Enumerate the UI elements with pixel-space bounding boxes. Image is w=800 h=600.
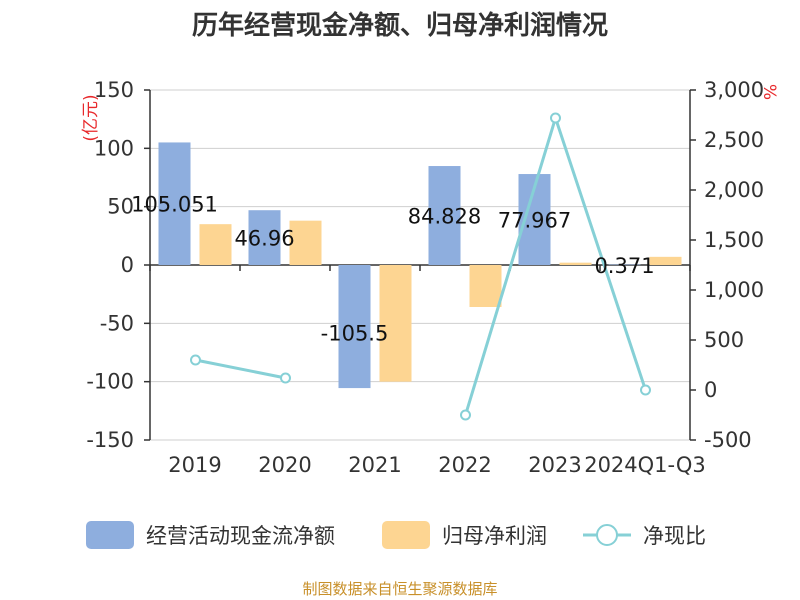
legend: 经营活动现金流净额 归母净利润 净现比 — [86, 521, 706, 549]
y-left-tick-label: 150 — [94, 78, 134, 102]
data-label: 0.371 — [594, 254, 654, 278]
x-tick-label: 2022 — [438, 453, 491, 477]
chart-title: 历年经营现金净额、归母净利润情况 — [192, 10, 608, 41]
source-note: 制图数据来自恒生聚源数据库 — [302, 580, 497, 598]
netprofit-bar — [289, 220, 322, 265]
y-left-tick-label: 0 — [121, 253, 134, 277]
cashflow-bar — [248, 210, 281, 265]
ratio-point — [640, 384, 651, 396]
legend-label-netprofit: 归母净利润 — [442, 524, 547, 548]
y-right-tick-label: 0 — [704, 378, 717, 402]
legend-label-ratio: 净现比 — [643, 524, 706, 548]
legend-label-cashflow: 经营活动现金流净额 — [146, 524, 335, 548]
y-right-tick-label: 1,500 — [704, 228, 764, 252]
axes: 150100500-50-100-1503,0002,5002,0001,500… — [86, 78, 764, 477]
ratio-point — [280, 372, 291, 384]
ratio-point — [460, 409, 471, 421]
y-right-tick-label: 2,000 — [704, 178, 764, 202]
cashflow-bar — [608, 264, 641, 266]
ratio-line — [190, 112, 651, 421]
ratio-point — [550, 112, 561, 124]
y-left-tick-label: -100 — [86, 370, 134, 394]
data-label: 84.828 — [408, 205, 481, 229]
cashflow-bar — [338, 265, 371, 389]
y-right-tick-label: -500 — [704, 428, 752, 452]
y-left-tick-label: 50 — [107, 195, 134, 219]
data-labels: 105.051 46.96 -105.5 84.828 77.967 0.371 — [131, 193, 654, 346]
cashflow-bar — [158, 142, 191, 265]
netprofit-bar — [199, 224, 232, 265]
data-label: 105.051 — [131, 193, 218, 217]
y-right-tick-label: 2,500 — [704, 128, 764, 152]
ratio-line-segment — [195, 358, 286, 380]
netprofit-bar — [649, 256, 682, 265]
x-tick-label: 2019 — [168, 453, 221, 477]
y-right-unit: % — [759, 84, 779, 100]
ratio-point — [190, 354, 201, 366]
cashflow-bar — [428, 166, 461, 265]
x-tick-label: 2021 — [348, 453, 401, 477]
netprofit-bar — [469, 265, 502, 307]
y-left-tick-label: -150 — [86, 428, 134, 452]
x-tick-label: 2020 — [258, 453, 311, 477]
y-right-tick-label: 500 — [704, 328, 744, 352]
data-label: 46.96 — [234, 227, 294, 251]
data-label: 77.967 — [498, 209, 571, 233]
x-tick-label: 2023 — [528, 453, 581, 477]
y-right-tick-label: 1,000 — [704, 278, 764, 302]
legend-swatch-netprofit — [382, 521, 430, 549]
legend-marker-ratio — [596, 524, 618, 546]
netprofit-bar — [379, 265, 412, 382]
y-right-tick-label: 3,000 — [704, 78, 764, 102]
data-label: -105.5 — [321, 322, 389, 346]
netprofit-bar — [559, 262, 592, 265]
y-left-unit: (亿元) — [81, 94, 101, 141]
y-left-tick-label: 100 — [94, 136, 134, 160]
x-tick-label: 2024Q1-Q3 — [584, 453, 706, 477]
legend-swatch-cashflow — [86, 521, 134, 549]
y-left-tick-label: -50 — [100, 311, 134, 335]
